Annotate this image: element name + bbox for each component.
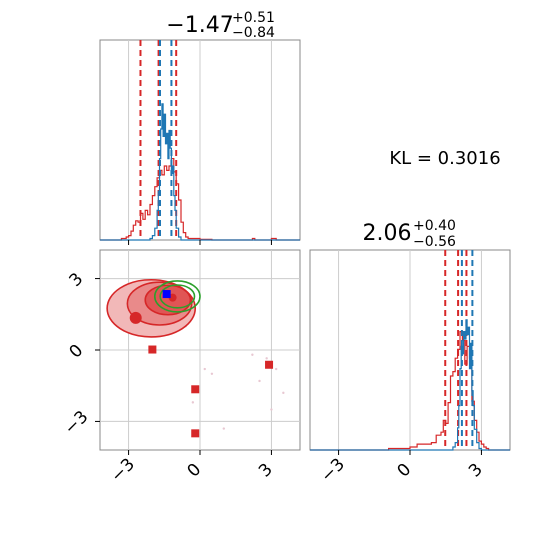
title-param1: −1.47 bbox=[166, 13, 233, 38]
faint-point-5 bbox=[274, 367, 278, 371]
title-param2: 2.06 bbox=[363, 221, 412, 246]
title-param2-sub: −0.56 bbox=[413, 234, 456, 250]
faint-point-10 bbox=[203, 367, 206, 371]
faint-point-1 bbox=[210, 372, 214, 376]
title-param1-sub: −0.84 bbox=[232, 25, 275, 41]
marker-blue-square bbox=[162, 290, 171, 299]
joint-ytick-label-2: 3 bbox=[66, 269, 88, 291]
joint-ytick-label-1: 0 bbox=[66, 341, 88, 363]
panel-marginal-param1 bbox=[99, 39, 301, 241]
faint-point-6 bbox=[282, 391, 285, 395]
marginal-param2-xtick-label-2: 3 bbox=[465, 460, 487, 482]
marker-square-2 bbox=[191, 385, 200, 394]
kl-label: KL = 0.3016 bbox=[389, 148, 500, 169]
marker-square-1 bbox=[148, 345, 157, 354]
contour-series-2-1 bbox=[159, 284, 196, 309]
hist-param1-series-1 bbox=[100, 103, 300, 241]
marker-circle-0 bbox=[129, 311, 142, 324]
hist-param2-series-0 bbox=[310, 331, 510, 451]
marginal-param2-xtick-label-0: −3 bbox=[317, 455, 349, 487]
faint-point-8 bbox=[265, 357, 268, 360]
contour-series-2-0 bbox=[153, 280, 201, 313]
joint-ytick-label-0: −3 bbox=[61, 407, 93, 439]
faint-point-4 bbox=[258, 379, 261, 383]
faint-point-3 bbox=[251, 353, 254, 356]
panel-joint-param1-param2 bbox=[99, 249, 301, 451]
marginal-param2-xtick-label-1: 0 bbox=[394, 460, 416, 482]
title-param1-main: −1.47 bbox=[166, 13, 233, 38]
title-param2-sup: +0.40 bbox=[413, 218, 456, 234]
faint-point-9 bbox=[270, 408, 273, 411]
title-param2-main: 2.06 bbox=[363, 221, 412, 246]
faint-point-0 bbox=[191, 401, 195, 404]
joint-xtick-label-1: 0 bbox=[184, 460, 206, 482]
marker-square-4 bbox=[265, 360, 274, 369]
marker-square-3 bbox=[191, 429, 200, 438]
joint-xtick-label-2: 3 bbox=[255, 460, 277, 482]
panel-marginal-param2 bbox=[309, 249, 511, 451]
hist-param1-series-0 bbox=[100, 158, 300, 241]
hist-param2-series-1 bbox=[310, 319, 510, 451]
joint-xtick-label-0: −3 bbox=[107, 455, 139, 487]
faint-point-2 bbox=[222, 427, 226, 430]
title-param1-sup: +0.51 bbox=[232, 10, 275, 26]
